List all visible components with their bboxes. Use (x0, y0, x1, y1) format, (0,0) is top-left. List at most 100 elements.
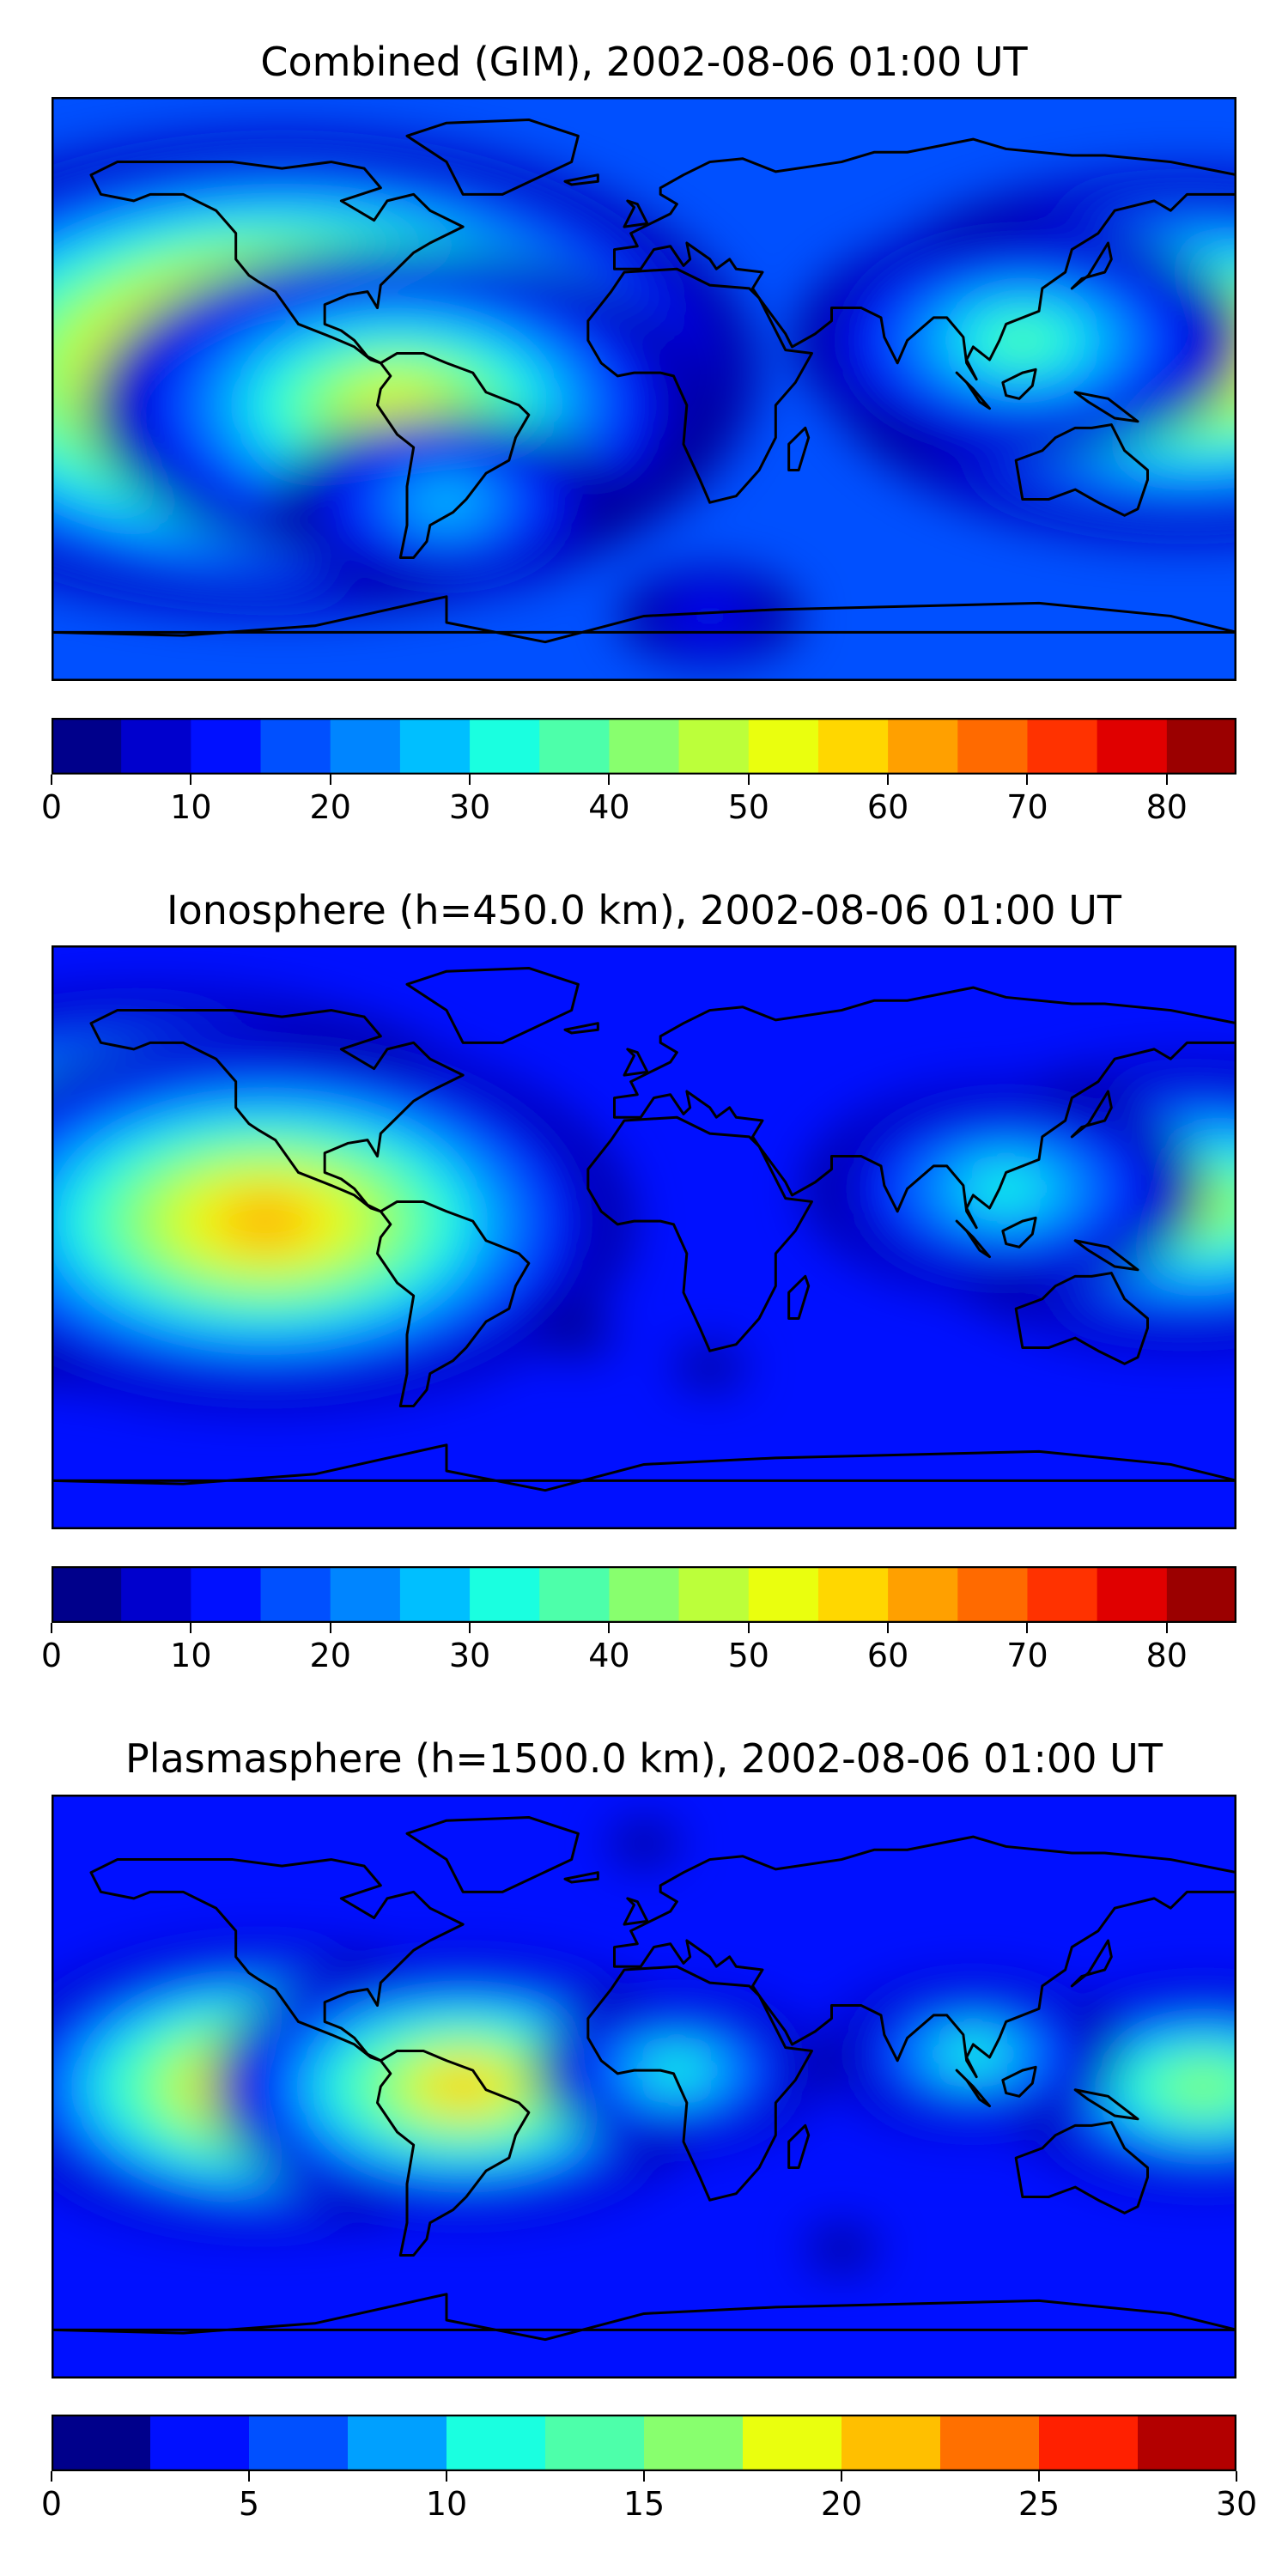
colorbar-tick (747, 775, 750, 785)
map-canvas (52, 1795, 1236, 2379)
colorbar-segment (957, 1566, 1028, 1623)
colorbar-tick (51, 1623, 52, 1633)
contour-level (939, 2035, 1008, 2074)
coastline (613, 1835, 1236, 2079)
colorbar-frame (52, 718, 1236, 775)
map-frame (52, 945, 1236, 1529)
colorbar-segment (539, 718, 610, 775)
colorbar-segment (609, 1566, 680, 1623)
coastline (1014, 2121, 1149, 2215)
field-contours (52, 1824, 1236, 2268)
colorbar-segment (817, 1566, 889, 1623)
colorbar-tick (887, 1623, 890, 1633)
coastline (563, 1871, 599, 1884)
colorbar-tick-label: 30 (448, 1637, 491, 1674)
coastline (955, 2069, 991, 2108)
colorbar-segment (447, 2415, 546, 2471)
coastline (52, 2293, 1236, 2342)
colorbar-segment (260, 718, 331, 775)
colorbar-segment (957, 718, 1028, 775)
colorbar-segment (121, 718, 191, 775)
colorbar-tick-label: 20 (309, 1637, 351, 1674)
coastline (52, 595, 1236, 644)
field-contours (52, 134, 1236, 663)
colorbar-tick (248, 2471, 250, 2482)
colorbar-tick (446, 2471, 447, 2482)
colorbar-segment (470, 1566, 540, 1623)
colorbar-segment (348, 2415, 447, 2471)
coastline (405, 1815, 580, 1893)
coastline (955, 371, 991, 410)
combined-colorbar (52, 718, 1236, 775)
colorbar-tick-label: 30 (1215, 2485, 1258, 2523)
coastline (1070, 1090, 1113, 1139)
colorbar-tick (51, 2471, 52, 2482)
coastline (376, 2049, 531, 2257)
contour-level (675, 1348, 744, 1387)
map-title: Ionosphere (h=450.0 km), 2002-08-06 01:0… (167, 887, 1121, 933)
coastline (89, 1858, 465, 2063)
colorbar-tick-label: 20 (820, 2485, 863, 2523)
plasmasphere-map (52, 1795, 1236, 2379)
coastline (563, 173, 599, 186)
coastline (563, 1022, 599, 1035)
colorbar-tick (1026, 775, 1029, 785)
colorbar-segment (888, 1566, 958, 1623)
coastline (1014, 423, 1149, 517)
colorbar-tick-label: 40 (588, 788, 630, 826)
colorbar-segment (748, 1566, 819, 1623)
coastline (1073, 1239, 1139, 1272)
colorbar-segment (1097, 718, 1168, 775)
colorbar-segment (330, 1566, 401, 1623)
combined-map (52, 97, 1236, 681)
colorbar-segment (539, 1566, 610, 1623)
colorbar-segment (644, 2415, 744, 2471)
colorbar-tick (841, 2471, 842, 2482)
colorbar-tick (469, 775, 471, 785)
contour-level (987, 321, 1057, 360)
colorbar-canvas (52, 2415, 1236, 2471)
contour-level (971, 1170, 1041, 1208)
colorbar-tick (190, 1623, 192, 1633)
coastline (405, 118, 580, 196)
colorbar-segment (470, 718, 540, 775)
ionosphere-colorbar (52, 1566, 1236, 1623)
coastline (1001, 2065, 1037, 2098)
colorbar-tick (469, 1623, 471, 1633)
colorbar-tick-label: 70 (1006, 788, 1048, 826)
colorbar-segment (121, 1566, 191, 1623)
coastline (405, 966, 580, 1044)
map-canvas (52, 945, 1236, 1529)
ionosphere-colorbar-ticks: 0 10 20 30 40 50 60 70 80 (41, 1623, 1236, 1674)
colorbar-segment (841, 2415, 941, 2471)
coastline (376, 351, 531, 559)
colorbar-tick-label: 10 (170, 788, 212, 826)
colorbar-tick (747, 1623, 750, 1633)
colorbar-segment (249, 2415, 349, 2471)
map-title: Combined (GIM), 2002-08-06 01:00 UT (260, 39, 1028, 85)
colorbar-frame (52, 1566, 1236, 1623)
colorbar-tick (643, 2471, 645, 2482)
colorbar-segment (399, 718, 471, 775)
colorbar-tick-label: 5 (238, 2485, 260, 2523)
colorbar-canvas (52, 1566, 1236, 1623)
map-title: Plasmasphere (h=1500.0 km), 2002-08-06 0… (125, 1735, 1163, 1782)
colorbar-tick-label: 10 (170, 1637, 212, 1674)
colorbar-tick-label: 50 (727, 788, 769, 826)
coastlines (52, 966, 1236, 1492)
field-contours (52, 991, 1236, 1406)
coastline (89, 161, 465, 365)
coastline (586, 1115, 813, 1352)
coastline (1070, 1939, 1113, 1988)
colorbar-segment (191, 718, 262, 775)
coastline (1014, 1272, 1149, 1365)
map-frame (52, 1795, 1236, 2379)
colorbar-tick-label: 80 (1145, 1637, 1188, 1674)
colorbar-tick-label: 15 (623, 2485, 665, 2523)
colorbar-tick-label: 40 (588, 1637, 630, 1674)
colorbar-segment (678, 1566, 750, 1623)
colorbar-segment (1138, 2415, 1236, 2471)
colorbar-segment (150, 2415, 250, 2471)
colorbar-tick-label: 30 (448, 788, 491, 826)
colorbar-segment (1027, 718, 1098, 775)
